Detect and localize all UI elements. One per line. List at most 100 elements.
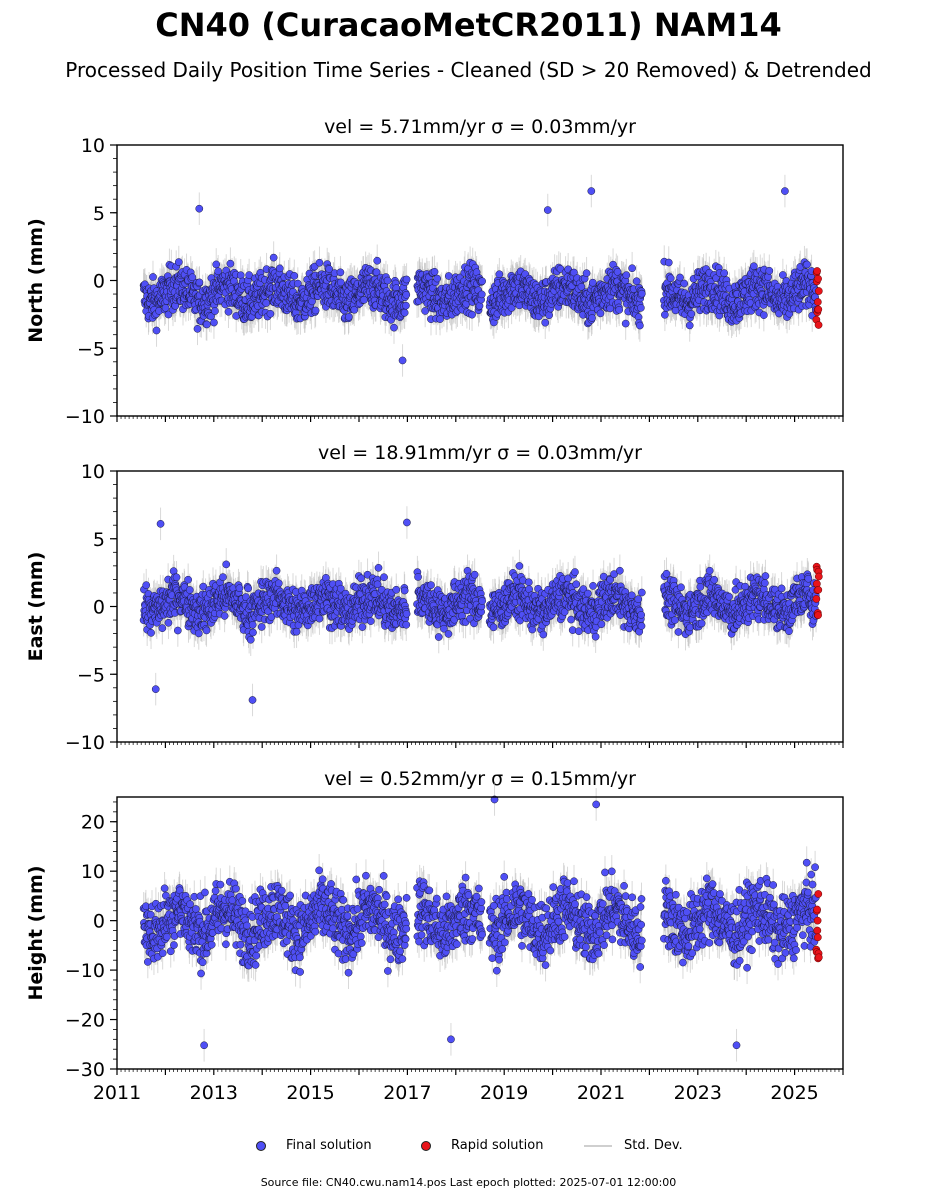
chart-title: CN40 (CuracaoMetCR2011) NAM14	[155, 6, 782, 44]
north-final-point	[336, 278, 345, 287]
north-final-point	[759, 311, 768, 319]
north-final-point	[325, 265, 334, 273]
north-final-point	[587, 187, 596, 195]
east-ytick-label: 10	[81, 461, 105, 483]
north-ytick-label: −10	[65, 406, 105, 428]
north-final-point	[477, 290, 486, 299]
north-final-point	[765, 266, 774, 275]
north-final-point	[720, 269, 729, 277]
north-final-point	[421, 307, 430, 315]
north-final-point	[478, 277, 486, 286]
north-final-point	[588, 314, 596, 322]
north-final-point	[495, 270, 504, 279]
east-ytick-label: −5	[77, 664, 105, 686]
north-final-point	[621, 319, 630, 328]
north-final-point	[149, 273, 157, 281]
north-panel-title: vel = 5.71mm/yr σ = 0.03mm/yr	[324, 116, 636, 138]
north-final-point	[164, 310, 173, 319]
north-ytick-label: −5	[77, 338, 105, 360]
north-ylabel: North (mm)	[25, 218, 47, 343]
north-final-point	[664, 258, 673, 267]
north-rapid-point	[813, 267, 821, 275]
north-final-point	[193, 324, 202, 333]
east-panel-title: vel = 18.91mm/yr σ = 0.03mm/yr	[318, 442, 642, 464]
north-final-point	[174, 258, 183, 266]
north-final-point	[402, 290, 411, 299]
north-final-point	[685, 321, 694, 330]
north-rapid-point	[813, 298, 822, 306]
north-final-point	[398, 356, 407, 365]
north-final-point	[188, 273, 197, 282]
north-final-point	[803, 260, 811, 269]
east-ytick-label: −10	[65, 732, 105, 754]
north-final-point	[636, 321, 644, 330]
east-ylabel: East (mm)	[25, 552, 47, 662]
north-final-point	[468, 310, 476, 319]
north-final-point	[344, 313, 353, 321]
north-final-point	[430, 267, 439, 276]
north-final-point	[582, 269, 591, 278]
north-final-point	[161, 304, 170, 312]
north-final-point	[596, 309, 605, 318]
north-final-point	[195, 204, 204, 213]
north-final-point	[275, 264, 284, 273]
north-final-point	[211, 307, 219, 315]
north-final-point	[541, 318, 550, 327]
north-final-point	[588, 278, 597, 287]
north-final-point	[749, 262, 758, 271]
north-final-point	[290, 271, 299, 280]
north-final-point	[372, 268, 381, 277]
north-final-point	[680, 279, 689, 288]
north-final-point	[266, 309, 275, 318]
north-final-point	[336, 268, 345, 277]
north-final-point	[383, 276, 392, 285]
north-final-point	[676, 273, 684, 282]
north-final-point	[214, 267, 223, 276]
north-final-point	[622, 271, 631, 280]
north-final-point	[226, 259, 235, 268]
north-final-point	[373, 256, 382, 265]
north-final-point	[195, 278, 204, 287]
north-final-point	[203, 320, 211, 329]
north-final-point	[444, 272, 453, 280]
north-final-point	[628, 264, 636, 273]
north-final-point	[245, 271, 253, 279]
north-rapid-point	[814, 305, 823, 314]
north-rapid-point	[814, 274, 822, 283]
north-final-point	[687, 310, 696, 318]
chart-subtitle: Processed Daily Position Time Series - C…	[65, 58, 872, 82]
north-final-point	[543, 206, 552, 214]
north-rapid-point	[814, 287, 823, 295]
north-final-point	[781, 187, 789, 195]
north-final-point	[632, 277, 641, 286]
north-final-point	[615, 305, 624, 314]
north-final-point	[402, 301, 410, 310]
north-ytick-label: 10	[81, 135, 105, 157]
north-ytick-label: 0	[93, 271, 105, 293]
east-ytick-label: 0	[93, 597, 105, 619]
north-final-point	[294, 279, 302, 288]
north-final-point	[350, 305, 359, 314]
north-final-point	[210, 318, 218, 327]
north-final-point	[269, 253, 278, 262]
north-final-point	[390, 323, 398, 332]
north-final-point	[666, 274, 675, 283]
north-final-point	[402, 275, 411, 284]
north-final-point	[224, 307, 233, 316]
north-final-point	[315, 258, 324, 267]
north-final-point	[400, 308, 409, 317]
north-final-point	[311, 306, 320, 315]
north-ytick-label: 5	[93, 203, 105, 225]
north-final-point	[262, 299, 271, 307]
north-final-point	[545, 311, 553, 320]
north-final-point	[433, 274, 441, 283]
east-ytick-label: 5	[93, 529, 105, 551]
north-final-point	[637, 289, 646, 298]
north-final-point	[636, 304, 645, 312]
north-final-point	[212, 260, 221, 269]
north-final-point	[436, 315, 444, 323]
north-final-point	[207, 312, 215, 321]
north-rapid-point	[814, 321, 823, 329]
north-final-point	[661, 310, 669, 319]
